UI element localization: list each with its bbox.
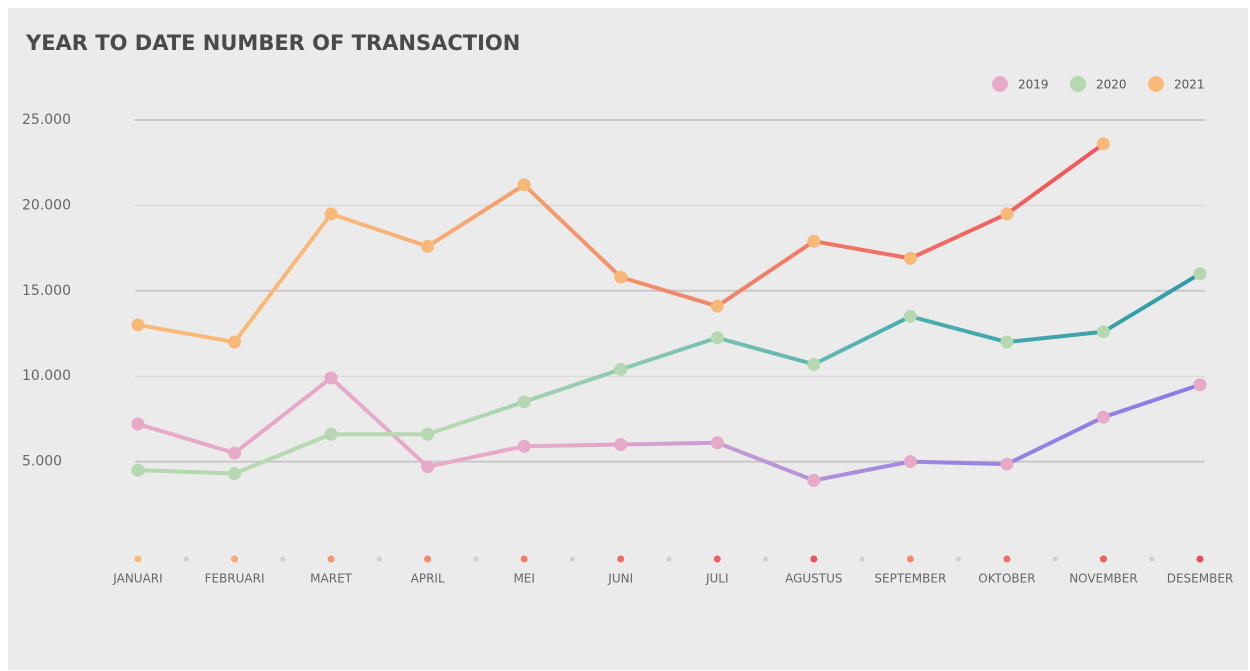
point xyxy=(710,331,724,345)
point xyxy=(324,427,338,441)
axis-dot xyxy=(1196,555,1204,563)
point xyxy=(1096,137,1110,151)
y-tick-label: 25.000 xyxy=(22,112,71,128)
x-tick-label: AGUSTUS xyxy=(785,572,842,586)
x-tick-label: MARET xyxy=(310,572,352,586)
y-tick-label: 20.000 xyxy=(22,197,71,213)
x-tick-label: JANUARI xyxy=(112,572,162,586)
axis-dot xyxy=(231,555,239,563)
axis-dot xyxy=(134,555,142,563)
point xyxy=(1193,267,1207,281)
point xyxy=(903,455,917,469)
point xyxy=(807,473,821,487)
axis-dot-minor xyxy=(1149,556,1155,562)
point xyxy=(421,460,435,474)
x-tick-label: NOVEMBER xyxy=(1069,572,1138,586)
axis-dot-minor xyxy=(280,556,286,562)
point xyxy=(807,234,821,248)
point xyxy=(517,395,531,409)
y-tick-label: 15.000 xyxy=(22,283,71,299)
x-tick-label: MEI xyxy=(513,572,534,586)
point xyxy=(324,371,338,385)
point xyxy=(614,438,628,452)
axis-dot-minor xyxy=(956,556,962,562)
point xyxy=(710,299,724,313)
axis-dot-minor xyxy=(763,556,769,562)
axis-dot-minor xyxy=(569,556,575,562)
point xyxy=(710,436,724,450)
axis-dot xyxy=(617,555,625,563)
legend-label: 2021 xyxy=(1174,78,1205,92)
axis-dot-minor xyxy=(183,556,189,562)
x-tick-label: APRIL xyxy=(411,572,445,586)
axis-dot xyxy=(906,555,914,563)
point xyxy=(1000,457,1014,471)
point xyxy=(614,270,628,284)
series-line xyxy=(137,272,1202,476)
legend-swatch xyxy=(1070,76,1086,92)
point xyxy=(421,427,435,441)
legend-label: 2020 xyxy=(1096,78,1127,92)
point xyxy=(1193,378,1207,392)
y-tick-label: 10.000 xyxy=(22,368,71,384)
axis-dot xyxy=(713,555,721,563)
legend-swatch xyxy=(992,76,1008,92)
axis-dot xyxy=(520,555,528,563)
axis-dot xyxy=(1099,555,1107,563)
point xyxy=(421,239,435,253)
point xyxy=(903,309,917,323)
axis-dot-minor xyxy=(666,556,672,562)
legend-swatch xyxy=(1148,76,1164,92)
point xyxy=(131,463,145,477)
x-tick-label: JUNI xyxy=(607,572,633,586)
point xyxy=(324,207,338,221)
series-line xyxy=(137,375,1201,483)
axis-dot-minor xyxy=(376,556,382,562)
point xyxy=(131,417,145,431)
x-tick-label: OKTOBER xyxy=(978,572,1035,586)
legend-label: 2019 xyxy=(1018,78,1049,92)
axis-dot-minor xyxy=(1052,556,1058,562)
point xyxy=(1000,207,1014,221)
point xyxy=(131,318,145,332)
x-tick-label: SEPTEMBER xyxy=(874,572,946,586)
point xyxy=(228,467,242,481)
point xyxy=(228,446,242,460)
point xyxy=(807,357,821,371)
point xyxy=(903,251,917,265)
axis-dot xyxy=(810,555,818,563)
x-tick-label: JULI xyxy=(705,572,729,586)
point xyxy=(517,439,531,453)
point xyxy=(614,362,628,376)
axis-dot-minor xyxy=(473,556,479,562)
axis-dot-minor xyxy=(859,556,865,562)
point xyxy=(1000,335,1014,349)
x-tick-label: FEBRUARI xyxy=(205,572,265,586)
point xyxy=(228,335,242,349)
axis-dot xyxy=(424,555,432,563)
chart-title: YEAR TO DATE NUMBER OF TRANSACTION xyxy=(25,31,520,55)
y-tick-label: 5.000 xyxy=(22,454,62,470)
axis-dot xyxy=(1003,555,1011,563)
axis-dot xyxy=(327,555,335,563)
point xyxy=(1096,410,1110,424)
point xyxy=(517,178,531,192)
x-tick-label: DESEMBER xyxy=(1167,572,1234,586)
point xyxy=(1096,325,1110,339)
